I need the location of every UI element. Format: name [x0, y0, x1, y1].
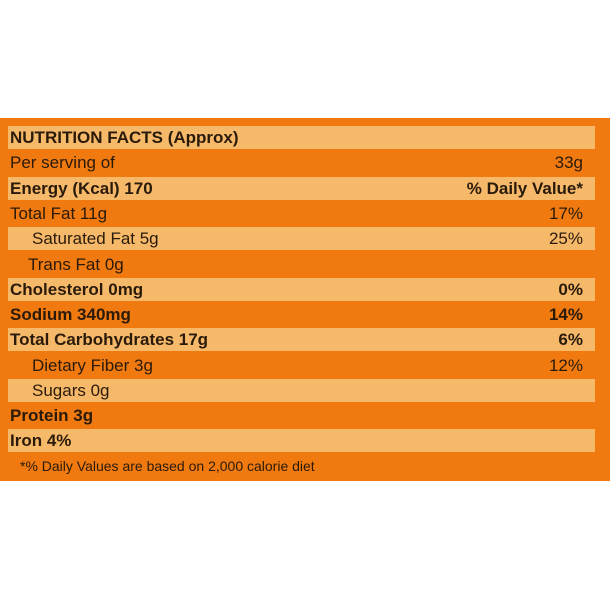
trans-fat-label: Trans Fat 0g	[28, 254, 124, 274]
iron-label: Iron 4%	[10, 430, 72, 450]
saturated-fat-row: Saturated Fat 5g 25%	[8, 227, 595, 250]
sugars-label: Sugars 0g	[32, 380, 110, 400]
sodium-value: 14%	[548, 304, 583, 324]
total-fat-label: Total Fat 11g	[10, 203, 108, 223]
cholesterol-row: Cholesterol 0mg 0%	[8, 278, 595, 301]
energy-row: Energy (Kcal) 170 % Daily Value*	[8, 177, 595, 200]
saturated-fat-label: Saturated Fat 5g	[32, 228, 159, 248]
saturated-fat-value: 25%	[548, 228, 583, 248]
sodium-row: Sodium 340mg 14%	[8, 303, 595, 326]
cholesterol-value: 0%	[558, 279, 583, 299]
total-carbohydrates-row: Total Carbohydrates 17g 6%	[8, 328, 595, 351]
energy-label: Energy (Kcal) 170	[10, 178, 153, 198]
protein-row: Protein 3g	[8, 404, 595, 427]
daily-value-footnote: *% Daily Values are based on 2,000 calor…	[20, 458, 315, 474]
total-carbohydrates-label: Total Carbohydrates 17g	[10, 329, 209, 349]
total-fat-row: Total Fat 11g 17%	[8, 202, 595, 225]
nutrition-header-row: NUTRITION FACTS (Approx)	[8, 126, 595, 149]
serving-size-row: Per serving of 33g	[8, 151, 595, 174]
sugars-row: Sugars 0g	[8, 379, 595, 402]
serving-size-label: Per serving of	[10, 152, 115, 172]
protein-label: Protein 3g	[10, 405, 94, 425]
trans-fat-row: Trans Fat 0g	[8, 253, 595, 276]
iron-row: Iron 4%	[8, 429, 595, 452]
daily-value-header: % Daily Value*	[466, 178, 583, 198]
total-fat-value: 17%	[548, 203, 583, 223]
serving-size-value: 33g	[554, 152, 583, 172]
cholesterol-label: Cholesterol 0mg	[10, 279, 144, 299]
sodium-label: Sodium 340mg	[10, 304, 131, 324]
nutrition-title: NUTRITION FACTS (Approx)	[10, 127, 239, 147]
dietary-fiber-value: 12%	[548, 355, 583, 375]
nutrition-facts-panel: NUTRITION FACTS (Approx) Per serving of …	[0, 118, 610, 481]
total-carbohydrates-value: 6%	[558, 329, 583, 349]
dietary-fiber-label: Dietary Fiber 3g	[32, 355, 153, 375]
dietary-fiber-row: Dietary Fiber 3g 12%	[8, 354, 595, 377]
